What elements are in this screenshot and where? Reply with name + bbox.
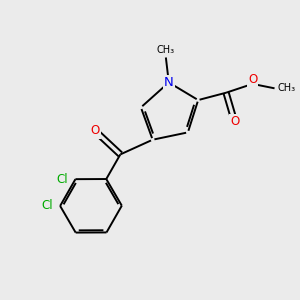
Text: Cl: Cl [56, 173, 68, 186]
Text: O: O [91, 124, 100, 137]
Text: O: O [248, 73, 257, 86]
Text: CH₃: CH₃ [157, 45, 175, 55]
Text: Cl: Cl [41, 200, 53, 212]
Text: CH₃: CH₃ [278, 83, 296, 93]
Text: N: N [164, 76, 174, 89]
Text: O: O [230, 115, 239, 128]
